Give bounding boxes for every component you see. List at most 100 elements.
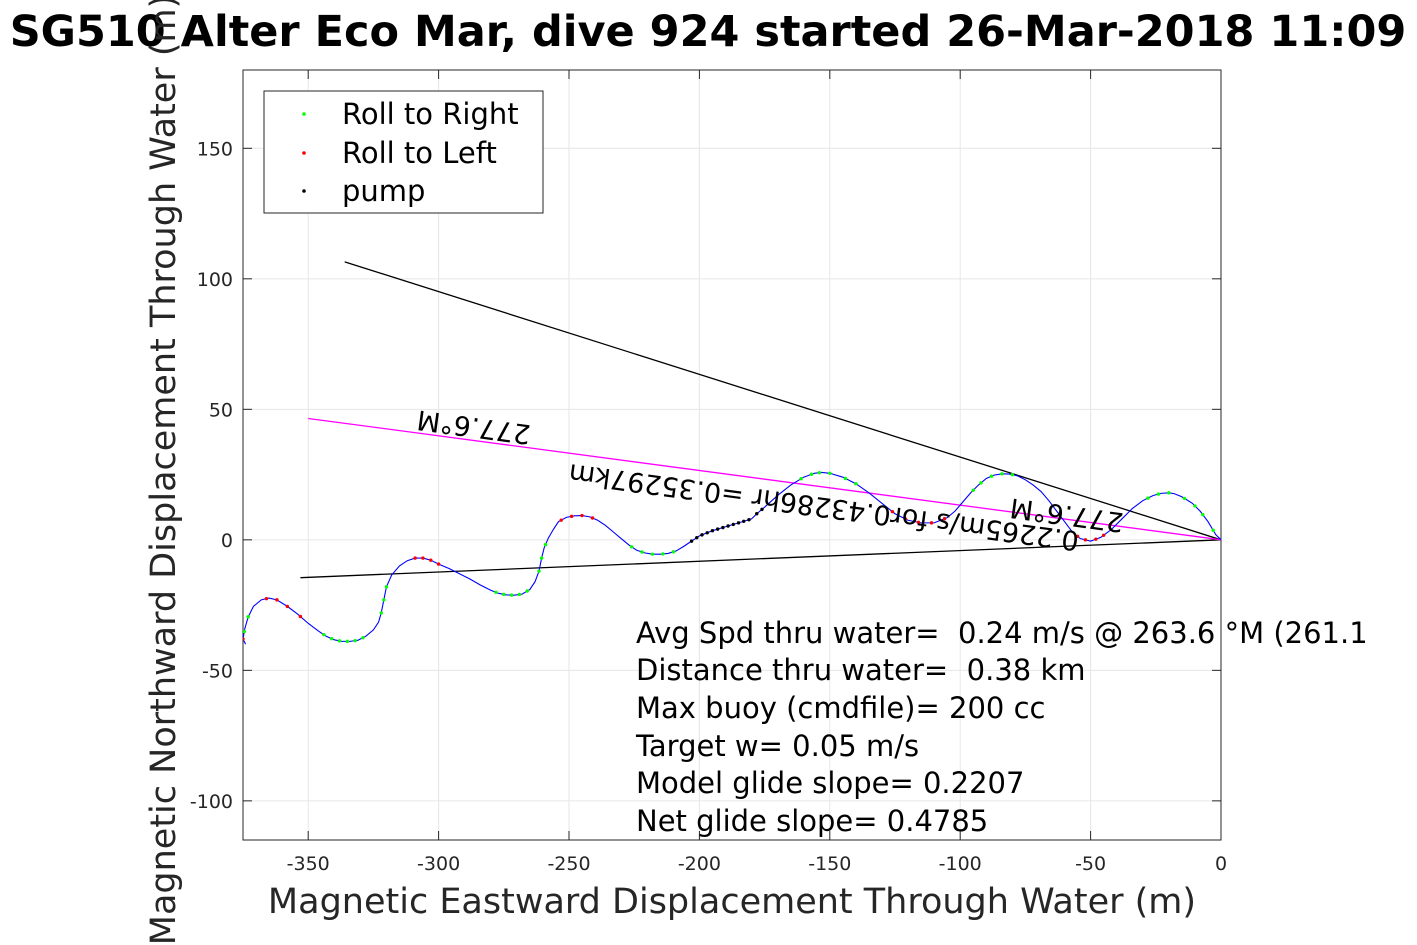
y-axis-label: Magnetic Northward Displacement Through … — [144, 0, 184, 945]
roll-left-marker — [569, 514, 574, 519]
roll-right-marker — [494, 590, 498, 594]
stats-line-max-buoy: Max buoy (cmdfile)= 200 cc — [636, 691, 1045, 725]
roll-left-marker — [1101, 533, 1106, 537]
roll-left-marker — [942, 516, 947, 521]
annotation-current: 0.2265m/s for0.43286hr =0.35297km — [567, 457, 1081, 556]
roll-right-marker — [661, 552, 665, 556]
legend-marker-roll-left — [302, 151, 306, 155]
roll-right-marker — [971, 488, 975, 492]
y-tick-label: 100 — [197, 269, 233, 291]
roll-right-marker — [1010, 472, 1015, 477]
x-tick-label: -350 — [287, 853, 330, 875]
pump-marker — [755, 512, 759, 516]
roll-right-marker — [525, 589, 529, 593]
x-tick-label: -50 — [1075, 853, 1106, 875]
roll-right-marker — [1193, 504, 1197, 508]
roll-right-marker — [345, 639, 350, 644]
pump-marker — [731, 522, 736, 527]
roll-right-marker — [1146, 496, 1150, 500]
legend-marker-pump — [302, 189, 306, 193]
roll-right-marker — [539, 556, 544, 560]
roll-right-marker — [989, 474, 994, 478]
y-tick-label: -50 — [202, 660, 233, 682]
roll-right-marker — [384, 585, 389, 589]
roll-right-marker — [537, 569, 541, 573]
track-line — [243, 471, 1221, 645]
pump-marker — [705, 531, 709, 535]
stats-line-avg-speed: Avg Spd thru water= 0.24 m/s @ 263.6 °M … — [636, 616, 1368, 650]
roll-right-marker — [854, 482, 858, 486]
pump-marker — [689, 539, 694, 543]
pump-marker — [710, 528, 715, 533]
roll-right-marker — [629, 545, 634, 549]
roll-right-marker — [1000, 472, 1004, 476]
roll-left-marker — [285, 604, 290, 609]
roll-right-marker — [502, 592, 506, 597]
roll-right-marker — [322, 632, 326, 637]
roll-left-marker — [421, 556, 425, 560]
y-tick-label: 50 — [209, 399, 233, 421]
x-tick-label: -200 — [678, 853, 721, 875]
roll-right-marker — [799, 477, 803, 481]
stats-line-model-glide: Model glide slope= 0.2207 — [636, 766, 1024, 800]
roll-left-marker — [580, 513, 584, 518]
roll-left-marker — [429, 558, 433, 562]
roll-right-marker — [828, 471, 832, 475]
pump-marker — [760, 507, 764, 512]
roll-left-marker — [559, 518, 563, 522]
roll-right-marker — [1167, 491, 1171, 495]
legend-marker-roll-right — [302, 112, 306, 116]
roll-right-marker — [650, 552, 655, 556]
current-line — [308, 417, 1221, 541]
plot-area-frame — [242, 69, 1222, 841]
roll-left-marker — [413, 556, 417, 560]
roll-left-marker — [929, 521, 934, 525]
roll-left-marker — [1075, 534, 1080, 539]
legend-label-pump: pump — [342, 174, 425, 208]
roll-right-marker — [353, 638, 357, 643]
axis-ticks: -350 -300 -250 -200 -150 -100 -50 0 -100 -50 0 50 10… — [190, 70, 1227, 875]
pump-marker — [726, 524, 730, 528]
roll-left-marker — [890, 509, 895, 514]
x-tick-label: -150 — [808, 853, 851, 875]
roll-left-marker — [264, 596, 269, 601]
roll-left-marker — [1094, 537, 1098, 541]
y-tick-label: 150 — [197, 138, 233, 160]
roll-right-marker — [1211, 528, 1215, 532]
roll-right-marker — [246, 615, 250, 619]
roll-right-marker — [361, 636, 365, 640]
roll-right-marker — [379, 611, 383, 615]
roll-left-marker — [590, 516, 595, 520]
x-axis-label: Magnetic Eastward Displacement Through W… — [268, 882, 1196, 922]
legend-box — [263, 90, 544, 214]
stats-line-distance: Distance thru water= 0.38 km — [636, 653, 1086, 687]
pump-marker — [721, 525, 725, 530]
roll-right-marker — [979, 481, 983, 485]
pump-marker — [747, 518, 751, 522]
y-tick-label: 0 — [221, 530, 233, 552]
roll-left-marker — [1083, 538, 1088, 542]
x-tick-label: -300 — [417, 853, 460, 875]
pump-marker — [695, 535, 699, 540]
x-tick-label: 0 — [1215, 853, 1227, 875]
chart-title: SG510 Alter Eco Mar, dive 924 started 26… — [10, 7, 1407, 57]
roll-right-marker — [671, 550, 676, 554]
legend: Roll to Right Roll to Left pump — [263, 90, 544, 214]
grid-lines — [243, 70, 1222, 840]
roll-right-marker — [382, 598, 386, 602]
stats-text-block: Avg Spd thru water= 0.24 m/s @ 263.6 °M … — [635, 616, 1368, 838]
legend-label-roll-right: Roll to Right — [342, 97, 519, 131]
roll-right-marker — [329, 636, 334, 641]
pump-marker — [742, 519, 746, 523]
roll-left-marker — [243, 637, 245, 641]
roll-right-marker — [543, 542, 548, 547]
pump-marker — [700, 533, 704, 537]
annotation-heading-1: 277.6°M — [415, 404, 532, 450]
roll-left-marker — [916, 520, 921, 525]
roll-right-marker — [1156, 492, 1161, 496]
roll-right-marker — [809, 472, 814, 476]
pump-marker — [715, 527, 720, 531]
roll-left-marker — [298, 614, 303, 619]
roll-right-marker — [1182, 496, 1187, 501]
